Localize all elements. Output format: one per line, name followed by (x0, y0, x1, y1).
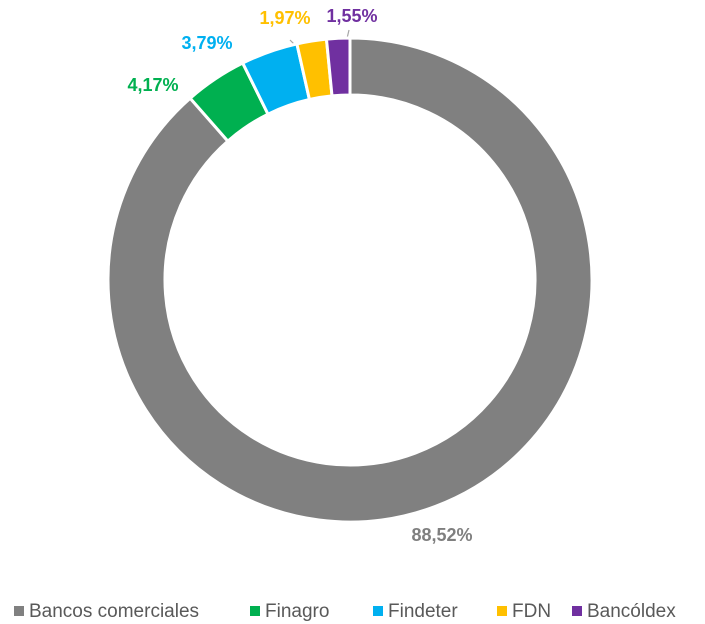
legend-label: Findeter (388, 601, 458, 622)
legend-swatch (373, 606, 383, 616)
data-label: 1,97% (259, 8, 310, 28)
data-label: 88,52% (411, 525, 472, 545)
data-label: 3,79% (181, 33, 232, 53)
data-label: 1,55% (326, 6, 377, 26)
legend-swatch (572, 606, 582, 616)
donut-slice (324, 36, 352, 98)
donut-slice (106, 36, 594, 524)
legend-label: Bancos comerciales (29, 601, 199, 622)
data-label: 4,17% (127, 75, 178, 95)
legend-swatch (250, 606, 260, 616)
legend-label: Bancóldex (587, 601, 676, 622)
legend-label: FDN (512, 601, 551, 622)
legend-swatch (14, 606, 24, 616)
legend-label: Finagro (265, 601, 329, 622)
legend-swatch (497, 606, 507, 616)
